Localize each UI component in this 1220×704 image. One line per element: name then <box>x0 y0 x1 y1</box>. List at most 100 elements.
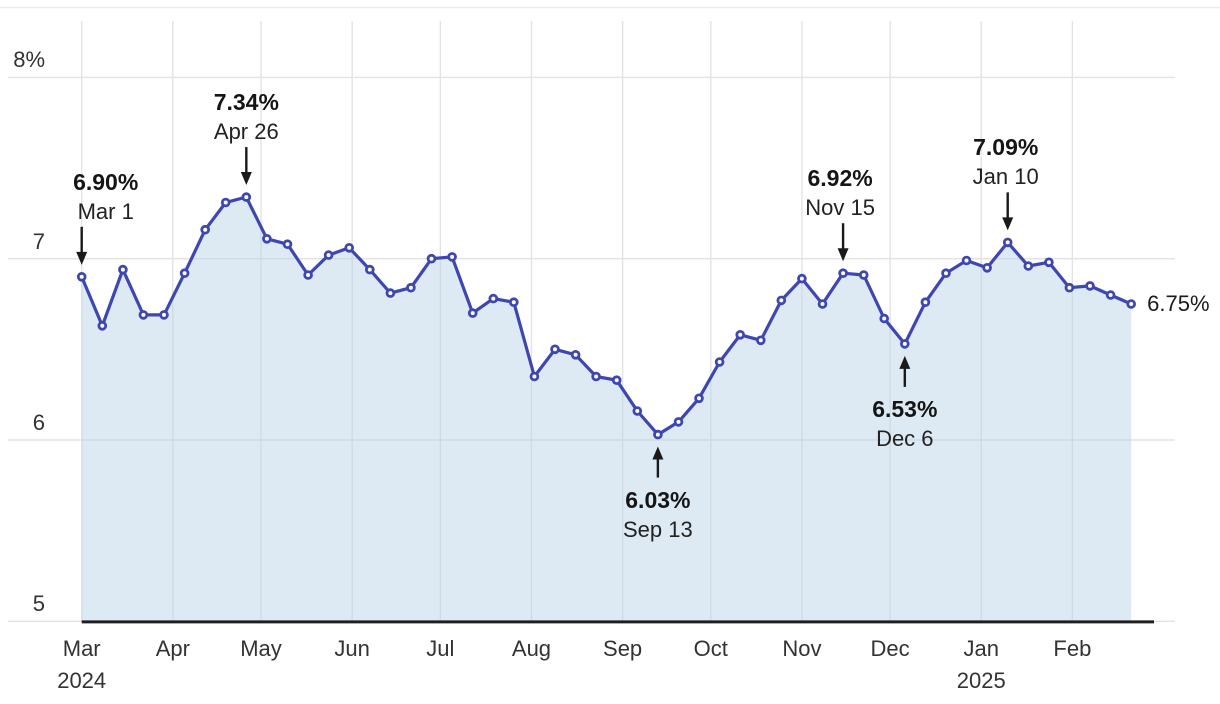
data-point-marker <box>1023 261 1034 271</box>
data-point-marker <box>303 270 313 280</box>
data-point-marker <box>817 299 828 309</box>
month-label: Feb <box>1053 636 1092 661</box>
month-label: Apr <box>155 636 190 661</box>
data-point-marker <box>961 255 972 266</box>
annotation-arrowhead <box>76 251 88 265</box>
month-label: Jul <box>426 636 455 661</box>
month-label: Nov <box>782 636 822 661</box>
month-label: Jun <box>334 636 370 661</box>
x-axis-tick-label: Apr <box>156 637 190 660</box>
annotation-arrowhead <box>240 172 252 186</box>
rate-line <box>80 195 1133 437</box>
x-axis-tick-label: Jun <box>334 637 369 660</box>
data-point-marker <box>200 224 211 235</box>
annotation-value: 7.09% <box>973 134 1039 161</box>
end-value-label: 6.75% <box>1147 291 1210 317</box>
year-label: 2024 <box>57 668 107 693</box>
data-point-marker <box>220 197 231 208</box>
data-point-marker <box>1044 257 1054 268</box>
month-label: Dec <box>870 636 910 661</box>
x-axis-tick-label: Aug <box>512 637 551 660</box>
data-point-marker <box>241 192 252 202</box>
annotation-date: Nov 15 <box>805 195 875 221</box>
annotation-arrowhead <box>899 355 911 369</box>
annotation: 6.53% Dec 6 <box>872 394 937 454</box>
annotation-date: Apr 26 <box>213 119 279 145</box>
data-point-marker <box>1105 290 1116 300</box>
data-point-marker <box>159 310 169 320</box>
annotation-arrowhead <box>837 248 849 262</box>
month-label: Aug <box>511 636 552 661</box>
data-point-marker <box>673 417 684 427</box>
month-label: May <box>240 636 282 661</box>
data-point-marker <box>282 239 293 250</box>
data-point-marker <box>632 406 643 416</box>
data-point-marker <box>797 273 807 284</box>
data-point-marker <box>406 282 416 293</box>
data-point-marker <box>488 293 499 304</box>
data-point-marker <box>118 264 128 275</box>
annotation-date: Mar 1 <box>77 198 134 224</box>
annotation-date: Dec 6 <box>876 425 934 451</box>
data-point-marker <box>858 270 869 280</box>
y-axis-tick-label: 5 <box>32 591 45 617</box>
annotation: 7.34% Apr 26 <box>214 87 279 147</box>
data-point-marker <box>1064 282 1075 293</box>
month-label: Mar <box>62 636 101 661</box>
year-label: 2025 <box>956 668 1006 693</box>
data-point-marker <box>385 288 396 298</box>
x-axis-tick-label: Mar 2024 <box>57 637 106 692</box>
x-axis-tick-label: Feb <box>1053 637 1091 660</box>
data-point-marker <box>899 339 910 349</box>
data-point-marker <box>179 268 190 279</box>
data-point-marker <box>550 344 560 355</box>
x-axis-tick-label: Oct <box>694 637 728 660</box>
annotation: 6.03% Sep 13 <box>623 485 693 545</box>
month-label: Oct <box>693 636 728 661</box>
annotation: 6.90% Mar 1 <box>73 167 138 227</box>
data-point-marker <box>262 234 272 244</box>
x-axis-tick-label: Nov <box>782 637 821 660</box>
month-label: Jan <box>963 636 999 661</box>
data-point-marker <box>447 252 457 262</box>
y-axis-tick-label: 7 <box>32 228 45 254</box>
data-point-marker <box>323 250 334 260</box>
data-point-marker <box>838 268 848 279</box>
annotation: 6.92% Nov 15 <box>805 163 875 223</box>
data-point-marker <box>1126 299 1136 309</box>
data-point-marker <box>570 349 581 360</box>
month-label: Sep <box>603 636 643 661</box>
data-point-marker <box>508 297 519 308</box>
area-fill <box>81 197 1132 622</box>
annotation-value: 6.92% <box>807 165 873 192</box>
data-point-marker <box>97 320 108 331</box>
data-point-marker <box>879 313 889 324</box>
data-point-marker <box>920 297 931 308</box>
annotation-value: 7.34% <box>213 89 279 116</box>
x-axis-tick-label: Sep <box>603 637 642 660</box>
annotation-value: 6.03% <box>625 486 691 513</box>
data-point-marker <box>755 335 766 346</box>
annotation-value: 6.90% <box>73 168 139 195</box>
data-point-marker <box>76 271 87 282</box>
data-point-marker <box>344 243 355 253</box>
annotation-arrowhead <box>652 446 664 460</box>
annotation-value: 6.53% <box>872 395 938 422</box>
x-axis-tick-label: Dec <box>871 637 910 660</box>
data-point-marker <box>138 310 149 320</box>
data-point-marker <box>467 308 478 318</box>
annotation-date: Jan 10 <box>972 164 1039 190</box>
data-point-marker <box>714 357 725 367</box>
annotation: 7.09% Jan 10 <box>973 132 1039 192</box>
data-point-marker <box>653 429 663 440</box>
data-point-marker <box>611 375 622 386</box>
data-point-marker <box>426 253 437 264</box>
data-point-marker <box>1085 281 1095 291</box>
data-point-marker <box>982 262 992 273</box>
data-point-marker <box>591 371 601 382</box>
x-axis-tick-label: Jul <box>426 637 454 660</box>
annotation-arrowhead <box>1002 217 1014 231</box>
data-point-marker <box>776 295 787 306</box>
data-point-marker <box>364 264 375 275</box>
